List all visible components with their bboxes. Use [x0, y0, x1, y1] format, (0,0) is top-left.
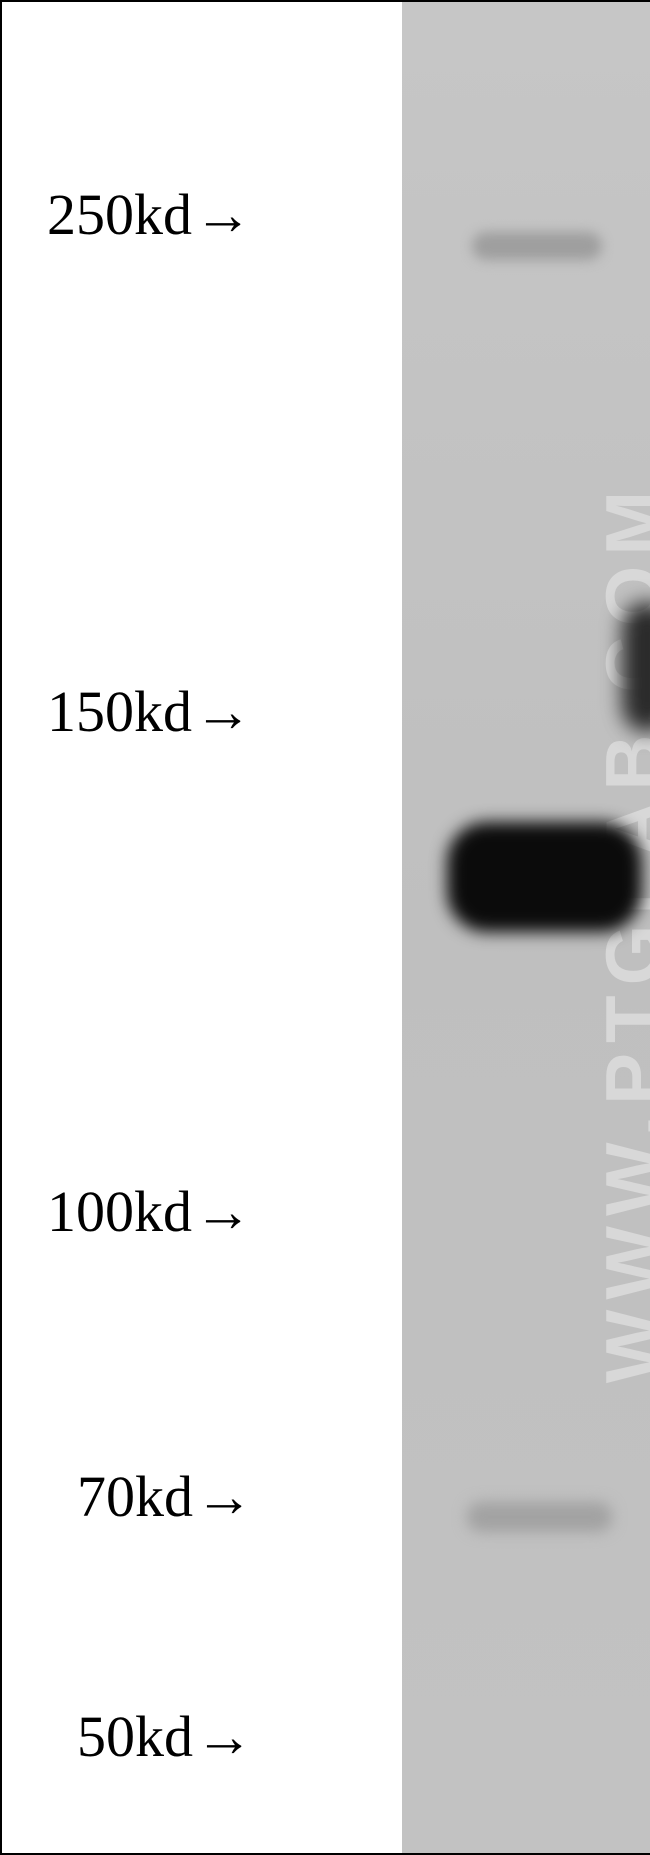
main-band — [447, 822, 642, 932]
mw-marker-label: 250kd — [47, 181, 192, 248]
mw-marker-label: 50kd — [77, 1703, 193, 1770]
mw-marker-150kd: 150kd→ — [47, 678, 252, 745]
mw-marker-250kd: 250kd→ — [47, 181, 252, 248]
faint-band-70 — [467, 1502, 612, 1532]
mw-marker-label: 100kd — [47, 1178, 192, 1245]
mw-marker-100kd: 100kd→ — [47, 1178, 252, 1245]
edge-smudge-right — [622, 602, 650, 732]
arrow-right-icon: → — [195, 1463, 253, 1530]
arrow-right-icon: → — [194, 1178, 252, 1245]
faint-band-250 — [472, 232, 602, 260]
arrow-right-icon: → — [194, 181, 252, 248]
mw-marker-label: 150kd — [47, 678, 192, 745]
mw-marker-label: 70kd — [77, 1463, 193, 1530]
blot-figure-container: WWW.PTGLAB.COM 250kd→150kd→100kd→70kd→50… — [0, 0, 650, 1855]
mw-marker-50kd: 50kd→ — [77, 1703, 253, 1770]
arrow-right-icon: → — [194, 678, 252, 745]
mw-marker-70kd: 70kd→ — [77, 1463, 253, 1530]
arrow-right-icon: → — [195, 1703, 253, 1770]
